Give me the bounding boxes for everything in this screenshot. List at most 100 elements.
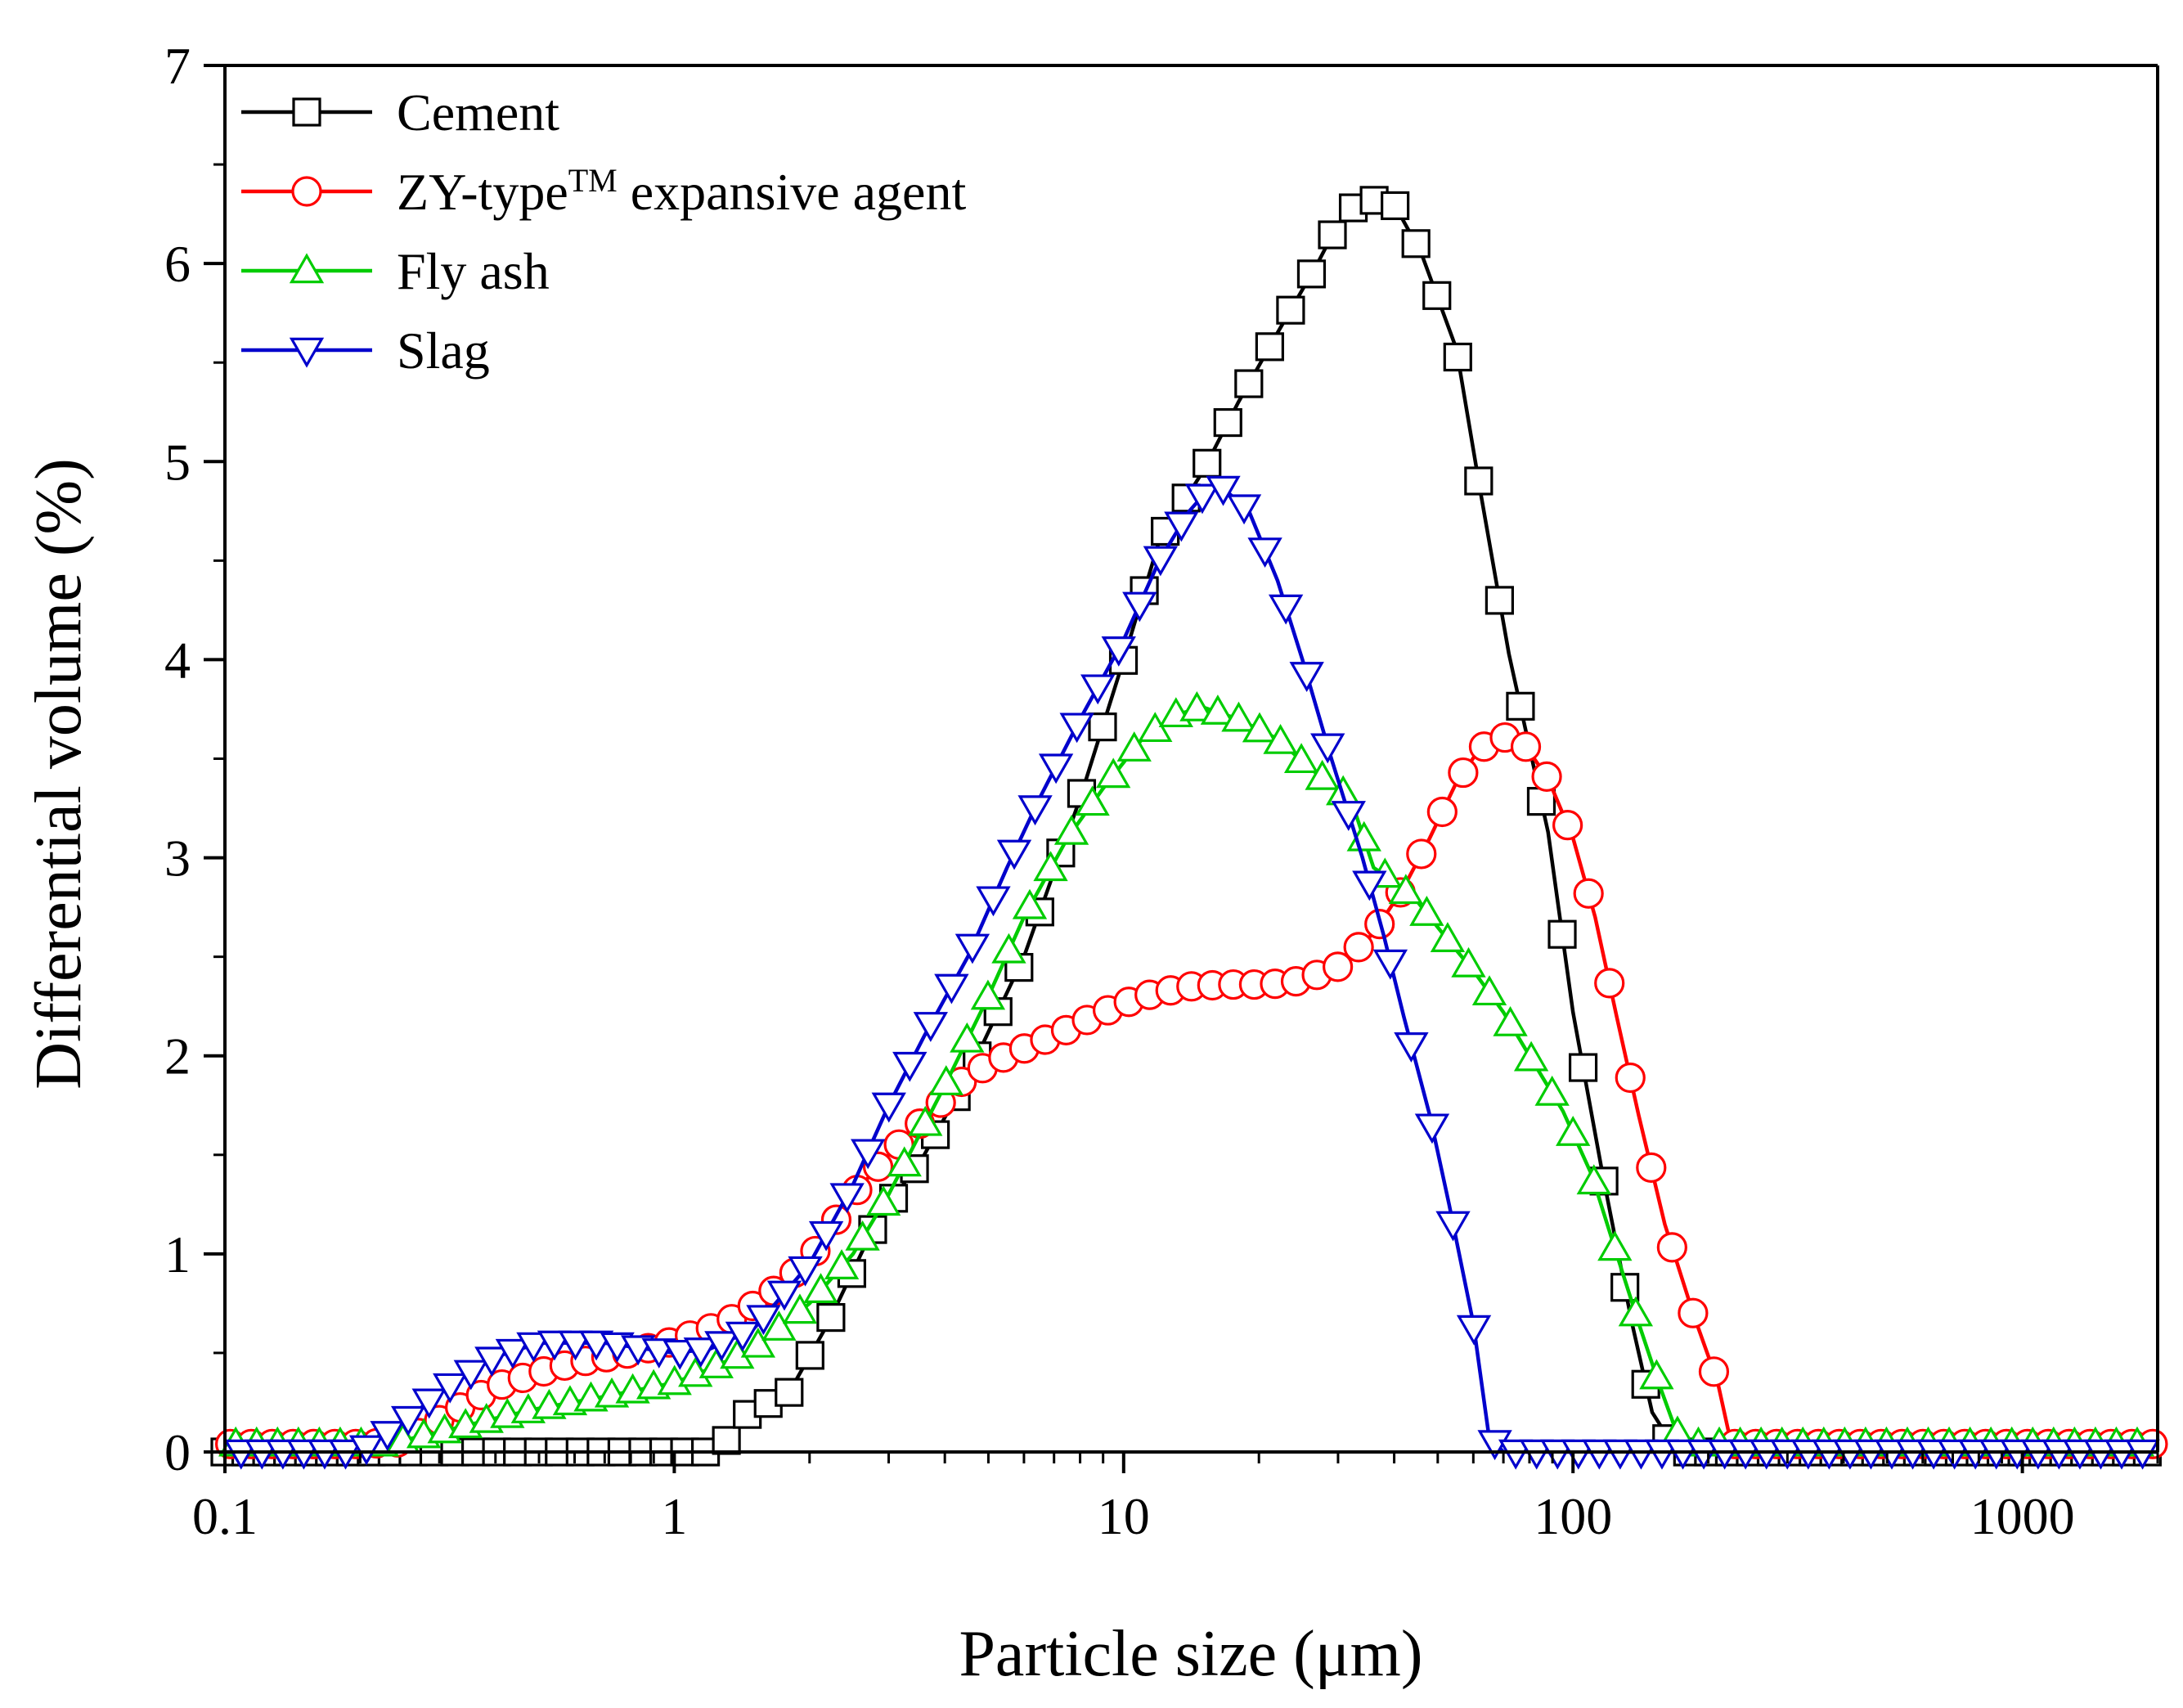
data-point [2083,1439,2118,1470]
data-point [1322,951,1354,982]
data-point [704,1331,739,1362]
data-point [1101,636,1136,667]
data-point [1698,1356,1730,1387]
data-point [865,1185,901,1216]
data-point [1414,1113,1450,1144]
data-point [1234,369,1264,398]
data-point [474,1346,510,1378]
data-point [803,1273,838,1303]
data-point [1471,975,1507,1006]
data-point [265,1439,301,1470]
data-point [1088,712,1117,742]
data-point [1059,712,1094,744]
data-point [1381,191,1410,221]
data-point [908,1105,943,1136]
data-point [1618,1296,1654,1327]
data-point [1686,1439,1722,1470]
y-tick-label: 4 [164,631,191,689]
data-point [433,1373,468,1404]
data-point [1394,1032,1429,1063]
data-point [1493,1005,1528,1036]
data-point [1388,874,1423,905]
data-point [1513,1041,1549,1072]
data-point [775,1378,804,1407]
data-point [1012,888,1048,919]
data-point [663,1339,698,1370]
data-point [453,1360,488,1391]
data-point [1451,946,1486,978]
data-point [1534,1075,1570,1106]
x-tick-label: 1000 [1970,1487,2075,1545]
data-point [808,1220,844,1252]
x-tick-label: 1 [661,1487,687,1545]
data-point [1576,1164,1611,1195]
data-point [1644,1439,1680,1470]
data-point [976,886,1011,917]
data-point [816,1302,846,1333]
data-point [892,1051,928,1082]
data-point [1573,878,1604,909]
legend-label: Cement [397,83,559,142]
data-point [1510,731,1542,762]
data-point [1568,1053,1598,1082]
data-point [1075,785,1110,816]
y-axis-title: Differential volume (%) [23,458,95,1090]
data-point [1526,787,1556,816]
data-point [1263,723,1298,754]
data-point [1017,795,1053,826]
data-point [1639,1359,1674,1390]
data-point [1464,466,1494,496]
data-point [1531,761,1562,792]
data-point [1206,475,1241,506]
data-point [2125,1439,2160,1470]
data-point [1615,1062,1646,1094]
y-tick-label: 0 [164,1423,191,1481]
data-point [1143,546,1179,577]
data-point [1485,586,1514,615]
data-point [1409,896,1444,926]
data-point [950,1022,985,1053]
data-point [1443,342,1472,372]
data-point [1226,494,1262,525]
data-point [1053,814,1089,845]
data-point [1372,949,1408,980]
data-point [761,1310,797,1341]
data-point [1448,757,1479,789]
y-tick-label: 5 [164,433,191,491]
data-point [1665,1439,1700,1470]
data-point [1958,1439,1993,1470]
data-point [537,1330,573,1361]
data-point [1435,1211,1471,1242]
data-point [1179,690,1215,721]
x-tick-label: 10 [1098,1487,1150,1545]
data-point [1426,796,1458,828]
y-tick-label: 7 [164,37,191,95]
data-point [1122,591,1157,623]
data-point [348,1435,384,1466]
data-point [851,1139,886,1170]
legend-label: Slag [397,321,490,380]
legend-item-slag: Slag [241,321,490,380]
data-point [245,1439,280,1470]
data-point [1080,674,1116,705]
data-point [746,1305,781,1336]
series-slag [223,475,2160,1470]
data-point [1296,259,1327,289]
data-point [1401,229,1431,258]
data-point [1200,694,1236,725]
data-point [1033,851,1068,882]
data-point [1678,1297,1709,1328]
data-point [1422,281,1452,310]
data-point [913,1012,949,1042]
data-point [223,1439,258,1470]
data-point [712,1426,741,1455]
data-point [871,1092,906,1123]
data-point [2062,1439,2098,1470]
data-point [307,1439,343,1470]
data-point [1247,537,1282,569]
data-point [1597,1230,1633,1261]
data-point [1979,1439,2014,1470]
axes-layer: 0.1 1 10 100 1000 0 1 2 3 4 5 6 7 [164,37,2159,1545]
data-point [1916,1439,1952,1470]
